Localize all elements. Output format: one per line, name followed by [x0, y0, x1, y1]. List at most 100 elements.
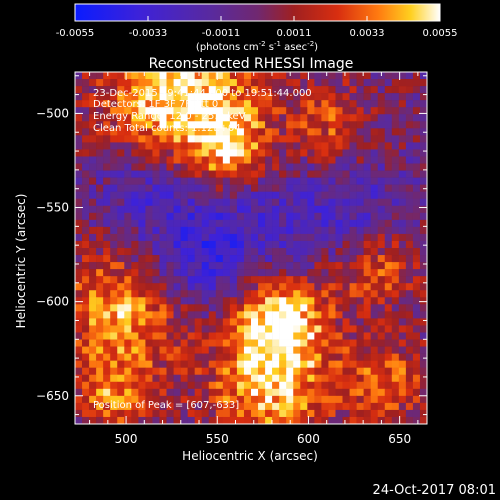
heatmap-cell	[89, 402, 97, 411]
heatmap-cell	[258, 262, 266, 270]
heatmap-cell	[194, 367, 203, 376]
heatmap-cell	[173, 191, 181, 200]
heatmap-cell	[370, 198, 379, 207]
heatmap-cell	[265, 367, 273, 376]
heatmap-cell	[187, 262, 195, 270]
heatmap-cell	[110, 248, 118, 256]
heatmap-cell	[272, 135, 280, 143]
heatmap-cell	[314, 93, 322, 101]
heatmap-cell	[391, 93, 400, 101]
heatmap-cell	[145, 114, 153, 122]
heatmap-cell	[82, 156, 90, 164]
heatmap-cell	[321, 149, 329, 157]
heatmap-cell	[405, 226, 414, 235]
heatmap-cell	[391, 339, 400, 347]
heatmap-cell	[159, 93, 167, 101]
heatmap-cell	[258, 374, 266, 383]
heatmap-cell	[405, 318, 414, 326]
heatmap-cell	[251, 79, 259, 87]
heatmap-cell	[110, 402, 118, 411]
heatmap-cell	[412, 360, 421, 368]
heatmap-cell	[293, 304, 301, 312]
heatmap-cell	[272, 374, 280, 383]
heatmap-cell	[349, 198, 357, 207]
heatmap-cell	[145, 353, 153, 361]
heatmap-cell	[328, 297, 336, 305]
heatmap-cell	[117, 360, 125, 368]
heatmap-cell	[152, 297, 160, 305]
heatmap-cell	[412, 86, 421, 94]
heatmap-cell	[258, 395, 266, 404]
heatmap-cell	[208, 283, 217, 291]
heatmap-cell	[208, 402, 217, 411]
heatmap-cell	[300, 395, 308, 404]
heatmap-cell	[138, 163, 146, 171]
heatmap-cell	[314, 128, 322, 136]
heatmap-cell	[166, 255, 174, 263]
heatmap-cell	[391, 142, 400, 150]
heatmap-cell	[258, 205, 266, 214]
heatmap-cell	[180, 205, 188, 214]
heatmap-cell	[187, 149, 195, 157]
heatmap-cell	[201, 290, 210, 298]
heatmap-cell	[215, 205, 224, 214]
heatmap-cell	[180, 93, 188, 101]
heatmap-cell	[272, 240, 280, 249]
heatmap-cell	[349, 248, 357, 256]
heatmap-cell	[405, 374, 414, 383]
heatmap-cell	[398, 93, 407, 101]
heatmap-cell	[215, 276, 224, 284]
heatmap-cell	[229, 177, 238, 185]
heatmap-cell	[117, 79, 125, 87]
heatmap-cell	[335, 212, 343, 221]
heatmap-cell	[75, 325, 83, 333]
heatmap-cell	[82, 374, 90, 383]
heatmap-cell	[180, 170, 188, 178]
x-tick-label: 550	[206, 432, 229, 446]
heatmap-cell	[103, 233, 111, 242]
heatmap-cell	[215, 388, 224, 397]
heatmap-cell	[180, 325, 188, 333]
heatmap-cell	[152, 135, 160, 143]
heatmap-cell	[349, 283, 357, 291]
heatmap-cell	[363, 311, 371, 319]
heatmap-cell	[412, 311, 421, 319]
heatmap-cell	[166, 409, 174, 418]
heatmap-cell	[391, 304, 400, 312]
heatmap-cell	[82, 262, 90, 270]
heatmap-cell	[370, 311, 379, 319]
heatmap-cell	[173, 219, 181, 228]
heatmap-cell	[370, 346, 379, 354]
heatmap-cell	[258, 149, 266, 157]
heatmap-cell	[124, 276, 132, 284]
heatmap-cell	[328, 170, 336, 178]
heatmap-cell	[384, 212, 393, 221]
heatmap-cell	[82, 219, 90, 228]
heatmap-cell	[145, 72, 153, 80]
heatmap-cell	[335, 177, 343, 185]
heatmap-cell	[89, 219, 97, 228]
heatmap-cell	[82, 346, 90, 354]
heatmap-cell	[307, 170, 315, 178]
heatmap-cell	[236, 276, 245, 284]
heatmap-cell	[265, 290, 273, 298]
heatmap-cell	[159, 121, 167, 129]
x-axis-label: Heliocentric X (arcsec)	[182, 449, 318, 463]
heatmap-cell	[279, 198, 287, 207]
heatmap-cell	[103, 128, 111, 136]
heatmap-cell	[377, 304, 386, 312]
heatmap-cell	[363, 381, 371, 390]
heatmap-cell	[279, 409, 287, 418]
heatmap-cell	[349, 297, 357, 305]
heatmap-cell	[166, 325, 174, 333]
heatmap-cell	[272, 248, 280, 256]
heatmap-cell	[124, 219, 132, 228]
heatmap-cell	[405, 156, 414, 164]
heatmap-cell	[131, 409, 139, 418]
heatmap-cell	[293, 121, 301, 129]
heatmap-cell	[279, 72, 287, 80]
heatmap-cell	[222, 205, 231, 214]
heatmap-cell	[419, 339, 427, 347]
heatmap-cell	[293, 269, 301, 277]
heatmap-cell	[272, 395, 280, 404]
